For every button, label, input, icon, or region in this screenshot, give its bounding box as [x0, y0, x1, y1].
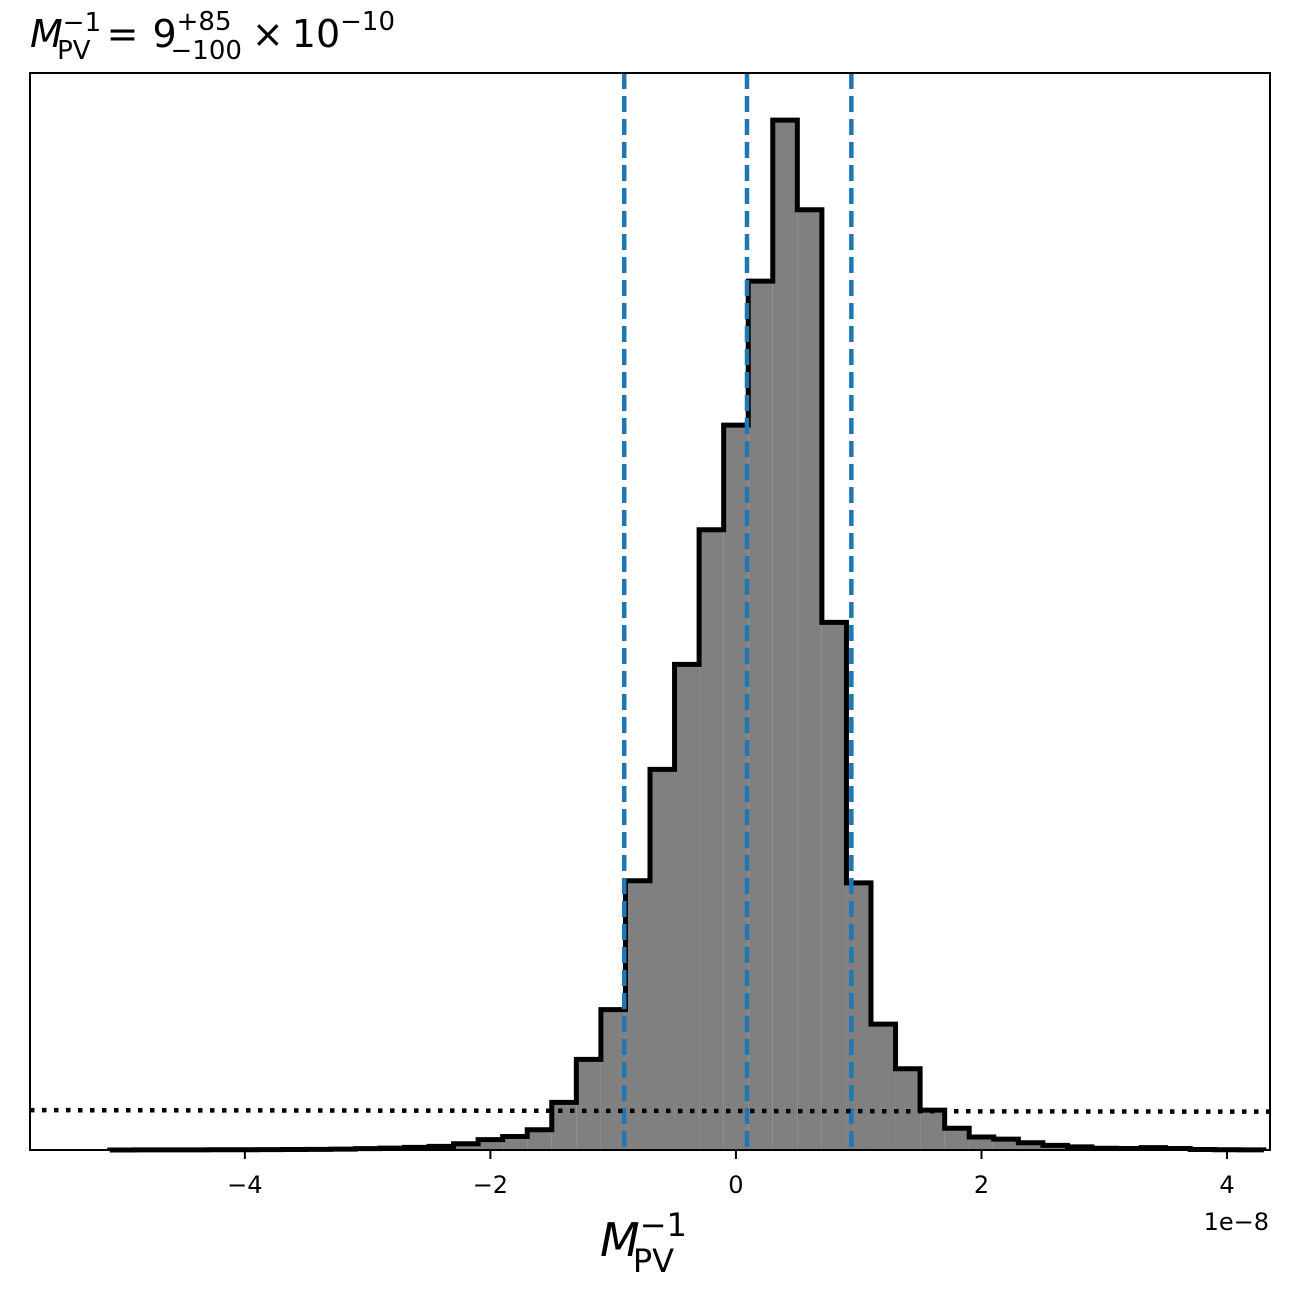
histogram-bar	[748, 281, 773, 1150]
histogram-bar	[453, 1143, 479, 1150]
histogram-bar	[625, 880, 650, 1150]
histogram-bar	[650, 769, 675, 1150]
title-base: 10	[292, 12, 340, 56]
x-tick-label: 4	[1219, 1171, 1234, 1199]
title-symbol-sub: PV	[57, 36, 91, 66]
histogram-bars	[109, 120, 1264, 1150]
histogram-bar	[527, 1129, 552, 1150]
x-tick-label: −2	[473, 1171, 508, 1199]
x-axis-ticks: −4 −2 0 2 4	[227, 1150, 1235, 1199]
x-offset-label: 1e−8	[1204, 1208, 1269, 1236]
title-symbol: M	[30, 12, 63, 56]
histogram-bar	[674, 664, 700, 1150]
title-exponent: −10	[340, 7, 395, 37]
xlabel-sub: PV	[633, 1242, 674, 1280]
x-tick-label: −4	[227, 1171, 262, 1199]
histogram-bar	[1018, 1142, 1043, 1150]
prior-line	[29, 1107, 1271, 1114]
histogram-bar	[576, 1059, 601, 1150]
histogram-bar	[699, 529, 724, 1150]
histogram-bar	[478, 1139, 503, 1150]
histogram-bar	[870, 1024, 896, 1150]
histogram-bar	[821, 622, 847, 1150]
title-equals: =	[107, 12, 139, 56]
histogram-bar	[993, 1139, 1019, 1150]
xlabel-sup: −1	[640, 1206, 687, 1244]
title-upper: +85	[177, 7, 232, 37]
x-axis-label: M−1 PV	[600, 1206, 687, 1280]
title-symbol-sup: −1	[63, 8, 101, 38]
quantile-lines	[621, 73, 854, 1150]
x-tick-label: 2	[974, 1171, 989, 1199]
chart-title: M−1 PV = 9+85 −100 × 10−10	[30, 7, 395, 66]
histogram-bar	[969, 1137, 994, 1150]
axes-frame	[29, 72, 1271, 1151]
title-value: 9	[152, 12, 176, 56]
title-times: ×	[252, 12, 284, 56]
histogram-bar	[920, 1110, 945, 1150]
histogram-bar	[797, 209, 822, 1150]
histogram-bar	[944, 1128, 970, 1150]
histogram-bar	[772, 120, 798, 1150]
title-lower: −100	[171, 36, 242, 66]
xlabel-symbol: M	[600, 1213, 640, 1267]
x-tick-label: 0	[728, 1171, 743, 1199]
histogram-bar	[723, 425, 749, 1150]
histogram-bar	[600, 1009, 626, 1150]
histogram-bar	[502, 1136, 528, 1150]
